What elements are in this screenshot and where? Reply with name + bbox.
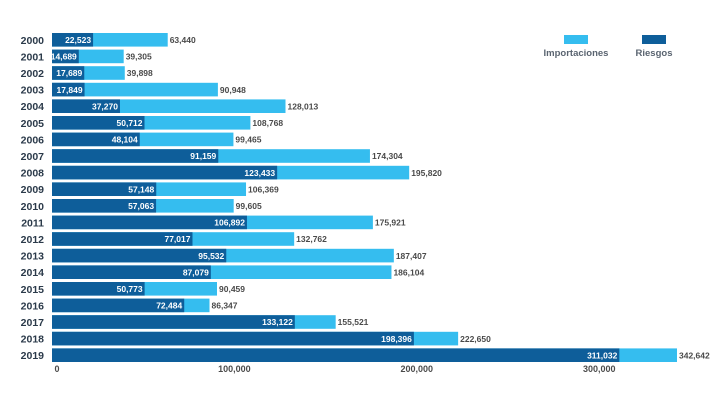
bar-riesgos: [52, 331, 414, 346]
data-label-riesgos: 50,712: [117, 118, 143, 128]
x-axis-labels: 0 100,000 200,000 300,000: [54, 364, 615, 374]
y-tick-label: 2008: [21, 168, 45, 180]
data-label-riesgos: 95,532: [198, 251, 224, 261]
chart-legend: Importaciones Riesgos: [544, 35, 673, 59]
bar-riesgos: [52, 132, 140, 147]
data-label-riesgos: 87,079: [183, 267, 209, 277]
data-label-importaciones: 108,768: [252, 118, 283, 128]
bar-riesgos: [52, 232, 193, 246]
data-label-riesgos: 50,773: [117, 284, 143, 294]
data-label-importaciones: 86,347: [212, 301, 238, 311]
data-label-importaciones: 187,407: [396, 251, 427, 261]
y-axis-labels: 2000 2001 2002 2003 2004 2005 2006 2007 2008 2009…: [21, 35, 45, 362]
data-label-riesgos: 22,523: [65, 35, 91, 45]
data-label-importaciones: 174,304: [372, 151, 403, 161]
data-label-riesgos: 17,849: [57, 85, 83, 95]
y-tick-label: 2019: [21, 350, 45, 362]
y-tick-label: 2012: [21, 234, 45, 246]
data-label-importaciones: 63,440: [170, 35, 196, 45]
bar-riesgos: [52, 215, 247, 230]
bar-riesgos: [52, 116, 145, 130]
y-tick-label: 2000: [21, 35, 45, 47]
data-label-riesgos: 106,892: [214, 218, 245, 228]
bars-group: 22,523 63,440 14,689 39,305 17,689 39,898 17,8…: [51, 33, 710, 362]
y-tick-label: 2010: [21, 201, 45, 213]
y-tick-label: 2011: [21, 217, 44, 229]
legend-swatch-importaciones: [564, 35, 588, 44]
y-tick-label: 2013: [21, 251, 45, 263]
data-label-importaciones: 39,898: [127, 68, 153, 78]
data-label-riesgos: 48,104: [112, 135, 138, 145]
y-tick-label: 2017: [21, 317, 45, 329]
bar-importaciones: [52, 82, 218, 97]
data-label-importaciones: 106,369: [248, 184, 279, 194]
bar-riesgos: [52, 149, 219, 163]
x-tick-label: 200,000: [401, 364, 434, 374]
y-tick-label: 2001: [21, 51, 45, 63]
bar-riesgos: [52, 315, 295, 329]
data-label-importaciones: 39,305: [126, 52, 152, 62]
bar-riesgos: [52, 282, 145, 296]
data-label-importaciones: 132,762: [296, 234, 327, 244]
bar-riesgos: [52, 182, 157, 196]
bar-riesgos: [52, 66, 85, 80]
data-label-riesgos: 77,017: [164, 234, 190, 244]
y-tick-label: 2014: [21, 267, 45, 279]
data-label-importaciones: 155,521: [338, 317, 369, 327]
data-label-importaciones: 90,459: [219, 284, 245, 294]
data-label-importaciones: 175,921: [375, 218, 406, 228]
bar-riesgos: [52, 248, 227, 263]
y-tick-label: 2009: [21, 184, 45, 196]
bar-riesgos: [52, 348, 620, 362]
legend-label-importaciones: Importaciones: [544, 48, 609, 59]
data-label-riesgos: 14,689: [51, 52, 77, 62]
data-label-riesgos: 57,148: [128, 184, 154, 194]
x-tick-label: 100,000: [218, 364, 251, 374]
data-label-riesgos: 57,063: [128, 201, 154, 211]
data-label-riesgos: 91,159: [190, 151, 216, 161]
y-tick-label: 2004: [21, 101, 45, 113]
data-label-riesgos: 37,270: [92, 101, 118, 111]
bar-riesgos: [52, 33, 94, 47]
y-tick-label: 2005: [21, 118, 45, 130]
data-label-importaciones: 342,642: [679, 350, 710, 360]
bar-riesgos: [52, 49, 79, 64]
data-label-riesgos: 17,689: [56, 68, 82, 78]
bar-riesgos: [52, 165, 278, 180]
data-label-riesgos: 133,122: [262, 317, 293, 327]
y-tick-label: 2003: [21, 85, 45, 97]
bar-riesgos: [52, 265, 211, 279]
y-tick-label: 2018: [21, 334, 45, 346]
data-label-importaciones: 222,650: [460, 334, 491, 344]
legend-label-riesgos: Riesgos: [636, 48, 673, 59]
data-label-riesgos: 72,484: [156, 301, 182, 311]
y-tick-label: 2016: [21, 300, 45, 312]
bar-riesgos: [52, 298, 185, 313]
x-tick-label: 300,000: [583, 364, 616, 374]
y-tick-label: 2006: [21, 134, 45, 146]
data-label-importaciones: 128,013: [288, 101, 319, 111]
data-label-importaciones: 90,948: [220, 85, 246, 95]
data-label-riesgos: 198,396: [381, 334, 412, 344]
data-label-importaciones: 99,605: [236, 201, 262, 211]
legend-swatch-riesgos: [642, 35, 666, 44]
data-label-importaciones: 195,820: [411, 168, 442, 178]
data-label-riesgos: 311,032: [587, 350, 618, 360]
bar-riesgos: [52, 199, 157, 213]
x-tick-label: 0: [54, 364, 59, 374]
y-tick-label: 2007: [21, 151, 45, 163]
y-tick-label: 2015: [21, 284, 45, 296]
data-label-importaciones: 186,104: [393, 267, 424, 277]
data-label-importaciones: 99,465: [235, 135, 261, 145]
bar-riesgos: [52, 99, 120, 113]
bar-riesgos: [52, 82, 85, 97]
data-label-riesgos: 123,433: [244, 168, 275, 178]
y-tick-label: 2002: [21, 68, 45, 80]
